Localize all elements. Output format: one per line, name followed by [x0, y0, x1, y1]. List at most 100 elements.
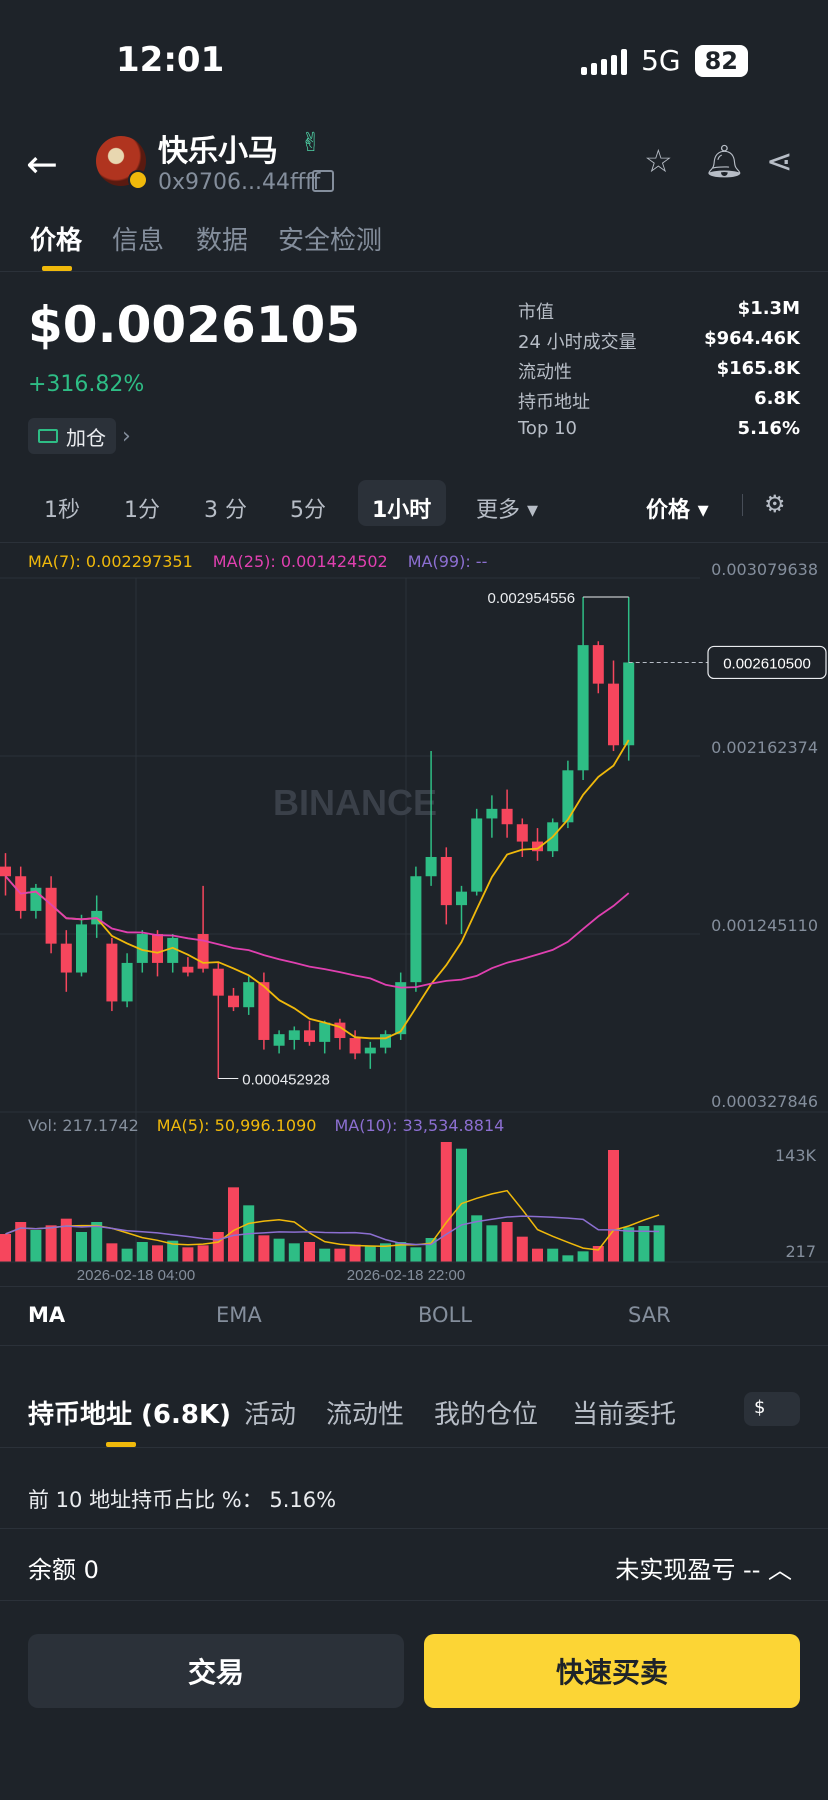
volume-bar — [197, 1245, 209, 1262]
copy-icon[interactable] — [312, 170, 334, 192]
stat-label: Top 10 — [518, 418, 578, 439]
volume-bar — [577, 1251, 589, 1262]
current-price: $0.0026105 — [28, 296, 361, 354]
candle-body — [182, 966, 194, 973]
candle-body — [60, 943, 72, 973]
signal-icon — [581, 47, 628, 75]
tab-price[interactable]: 价格 — [30, 226, 83, 256]
volume-bar — [486, 1225, 498, 1262]
candle-body — [304, 1030, 315, 1042]
stat-row: 持币地址 6.8K — [518, 388, 800, 418]
candle-body — [486, 808, 498, 819]
tab-data[interactable]: 数据 — [196, 226, 249, 256]
candle-body — [45, 887, 57, 944]
candle-body — [532, 841, 543, 852]
ma-legend: MA(7): 0.002297351 MA(25): 0.001424502 M… — [28, 552, 487, 571]
ma25-line — [4, 875, 630, 989]
token-address: 0x9706...44ffff — [158, 170, 321, 195]
candle-body — [623, 662, 635, 746]
unrealized-pnl-toggle[interactable]: 未实现盈亏 -- ︿ — [615, 1556, 792, 1584]
vol-ma10: MA(10): 33,534.8814 — [334, 1116, 505, 1135]
status-time: 12:01 — [116, 40, 225, 80]
tab-security[interactable]: 安全检测 — [278, 226, 383, 256]
divider — [0, 542, 828, 543]
candle-body — [106, 943, 118, 1002]
candle-body — [380, 1034, 391, 1048]
volume-bar — [121, 1248, 133, 1262]
price-change: +316.82% — [28, 372, 145, 397]
chevron-right-icon[interactable]: › — [122, 424, 131, 449]
trade-button[interactable]: 交易 — [28, 1634, 404, 1708]
tab-my-positions[interactable]: 我的仓位 — [434, 1400, 539, 1430]
stat-label: 流动性 — [518, 362, 572, 383]
candle-body — [471, 818, 483, 892]
network-type: 5G — [641, 44, 681, 77]
tab-liquidity[interactable]: 流动性 — [326, 1400, 405, 1430]
tab-indicator — [106, 1442, 136, 1447]
interval-5m[interactable]: 5分 — [290, 498, 326, 523]
interval-3m[interactable]: 3 分 — [204, 498, 247, 523]
candle-body — [577, 645, 589, 771]
chart-settings-icon[interactable]: ⚙ — [764, 490, 786, 518]
current-price-label: 0.002610500 — [723, 655, 811, 672]
candle-body — [243, 982, 255, 1008]
x-axis-label: 2026-02-18 22:00 — [347, 1267, 465, 1284]
candle-body — [425, 856, 437, 877]
interval-1s[interactable]: 1秒 — [44, 498, 80, 523]
volume-bar — [228, 1187, 239, 1262]
volume-bar — [319, 1248, 331, 1262]
chain-badge-icon — [128, 170, 148, 190]
volume-bar — [167, 1240, 179, 1262]
currency-toggle[interactable]: $ — [744, 1392, 800, 1426]
vol-ma5: MA(5): 50,996.1090 — [156, 1116, 317, 1135]
volume-bar — [0, 1234, 11, 1262]
candle-body — [30, 887, 42, 911]
indicator-boll[interactable]: BOLL — [418, 1303, 472, 1327]
bell-icon[interactable]: 🔔︎ — [704, 142, 745, 180]
add-position-button[interactable]: 加仓 — [28, 418, 116, 454]
token-name: 快乐小马 — [158, 134, 278, 169]
star-icon[interactable]: ☆ — [644, 142, 673, 180]
quick-trade-button[interactable]: 快速买卖 — [424, 1634, 800, 1708]
stat-row: 市值 $1.3M — [518, 298, 800, 328]
y-axis-label: 0.001245110 — [711, 916, 818, 935]
indicator-ema[interactable]: EMA — [216, 1303, 262, 1327]
tab-activity[interactable]: 活动 — [244, 1400, 297, 1430]
vol-axis-bottom: 217 — [785, 1242, 816, 1261]
volume-bar — [136, 1242, 148, 1262]
interval-more[interactable]: 更多 ▾ — [476, 498, 539, 523]
stat-row: 24 小时成交量 $964.46K — [518, 328, 800, 358]
candle-body — [76, 924, 87, 973]
candle-body — [212, 968, 224, 996]
tab-open-orders[interactable]: 当前委托 — [572, 1400, 677, 1430]
share-icon[interactable]: ⋖ — [766, 142, 793, 180]
candle-body — [456, 891, 467, 906]
stat-value: 6.8K — [754, 388, 800, 409]
candlestick-chart[interactable]: BINANCE 0.002954556 0.000452928 0.002610500… — [0, 570, 828, 1290]
volume-bar — [653, 1225, 665, 1262]
tab-info[interactable]: 信息 — [112, 226, 165, 256]
candle-body — [410, 876, 422, 983]
volume-bar — [380, 1243, 391, 1262]
interval-1m[interactable]: 1分 — [124, 498, 160, 523]
volume-legend: Vol: 217.1742 MA(5): 50,996.1090 MA(10):… — [28, 1116, 504, 1135]
top10-share: 前 10 地址持币占比 %： 5.16% — [28, 1488, 337, 1512]
interval-active-bg — [358, 480, 446, 526]
candle-body — [121, 962, 133, 1002]
candle-body — [136, 934, 148, 963]
price-mode-dropdown[interactable]: 价格 ▾ — [646, 498, 709, 523]
volume-bar — [273, 1238, 285, 1262]
back-arrow-icon[interactable]: ← — [26, 142, 58, 186]
vol-axis-top: 143K — [774, 1146, 816, 1165]
current-price-tag — [707, 645, 827, 680]
tab-holders[interactable]: 持币地址 (6.8K) — [28, 1400, 232, 1430]
indicator-sar[interactable]: SAR — [628, 1303, 671, 1327]
volume-bar — [106, 1243, 118, 1262]
interval-1h[interactable]: 1小时 — [372, 498, 432, 523]
volume-bar — [212, 1232, 224, 1262]
candle-body — [197, 934, 209, 969]
stat-label: 24 小时成交量 — [518, 332, 637, 353]
indicator-ma[interactable]: MA — [28, 1303, 66, 1327]
y-axis-label: 0.000327846 — [711, 1092, 818, 1111]
